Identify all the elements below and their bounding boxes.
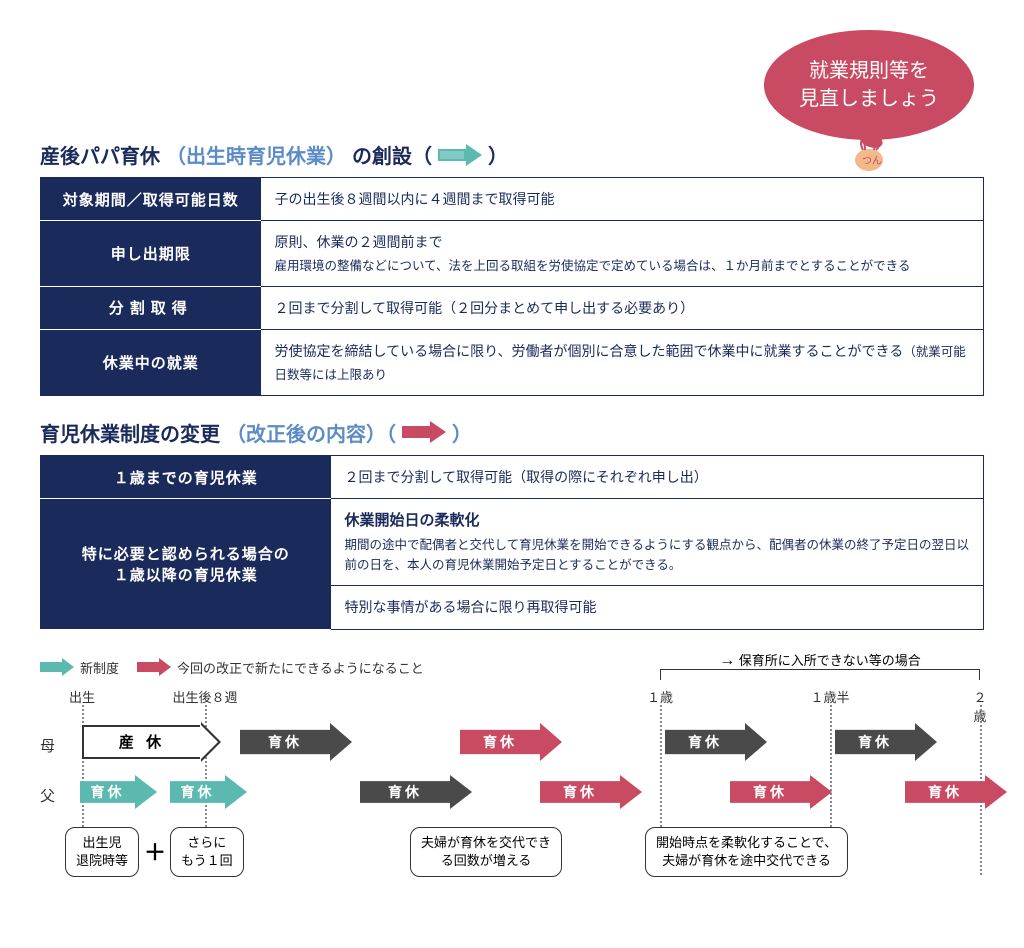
bubble-line1: 就業規則等を <box>809 60 929 82</box>
leave-arrow: 育休 <box>905 775 1007 809</box>
svg-text:育休: 育休 <box>268 734 302 750</box>
timeline-diagram: 新制度 今回の改正で新たにできるようになること 出生出生後８週１歳１歳半２歳→ … <box>40 658 984 918</box>
svg-text:育休: 育休 <box>563 784 597 800</box>
timeline-mark: 出生後８週 <box>172 687 237 706</box>
s1r2h: 分割取得 <box>41 286 261 329</box>
section2-title: 育児休業制度の変更 （改正後の内容）（ ） <box>40 418 984 447</box>
row-father: 父 <box>40 785 55 806</box>
s1r3d: 労使協定を締結している場合に限り、労働者が個別に合意した範囲で休業中に就業するこ… <box>261 330 984 396</box>
plus-icon: ＋ <box>144 835 166 867</box>
s2r1h: 特に必要と認められる場合の １歳以降の育児休業 <box>41 499 331 629</box>
leave-arrow: 育休 <box>360 775 472 809</box>
s2r0h: １歳までの育児休業 <box>41 455 331 498</box>
row-mother: 母 <box>40 735 55 756</box>
leave-arrow: 育休 <box>240 723 352 761</box>
s1r1d: 原則、休業の２週間前まで雇用環境の整備などについて、法を上回る取組を労使協定で定… <box>261 221 984 286</box>
leave-arrow: 育休 <box>730 775 832 809</box>
section1-table: 対象期間／取得可能日数 子の出生後８週間以内に４週間まで取得可能 申し出期限 原… <box>40 177 984 396</box>
svg-text:育休: 育休 <box>483 734 517 750</box>
svg-text:つん: つん <box>862 155 882 167</box>
leave-arrow: 育休 <box>80 775 157 809</box>
note-box-1a: 出生児退院時等 <box>65 827 139 877</box>
s1r0d: 子の出生後８週間以内に４週間まで取得可能 <box>261 178 984 221</box>
s1r1h: 申し出期限 <box>41 221 261 286</box>
svg-text:育休: 育休 <box>858 734 892 750</box>
s2r0d: ２回まで分割して取得可能（取得の際にそれぞれ申し出） <box>331 455 984 498</box>
leave-arrow: 育休 <box>540 775 642 809</box>
svg-text:育休: 育休 <box>388 784 422 800</box>
svg-text:育休: 育休 <box>928 784 962 800</box>
s1r3h: 休業中の就業 <box>41 330 261 396</box>
s1r2d: ２回まで分割して取得可能（２回分まとめて申し出する必要あり） <box>261 286 984 329</box>
svg-text:育休: 育休 <box>91 784 125 800</box>
note-box-2: 夫婦が育休を交代できる回数が増える <box>410 827 562 877</box>
arrow-teal-icon <box>438 144 482 166</box>
arrow-red-icon <box>402 421 446 443</box>
sankyu-box: 産 休 <box>82 725 202 759</box>
legend-teal-icon <box>40 658 74 676</box>
timeline-mark: １歳半 <box>810 687 849 706</box>
s2r1d2: 特別な事情がある場合に限り再取得可能 <box>331 586 984 629</box>
leave-arrow: 育休 <box>835 723 937 761</box>
legend-red-icon <box>137 658 171 676</box>
svg-text:育休: 育休 <box>753 784 787 800</box>
leave-arrow: 育休 <box>170 775 247 809</box>
note-box-1b: さらにもう１回 <box>170 827 244 877</box>
note-box-3: 開始時点を柔軟化することで、夫婦が育休を途中交代できる <box>645 827 848 877</box>
leave-arrow: 育休 <box>460 723 562 761</box>
bubble-line2: 見直しましょう <box>799 88 939 110</box>
timeline-mark: １歳 <box>647 687 673 706</box>
leave-arrow: 育休 <box>665 723 767 761</box>
bracket: → 保育所に入所できない等の場合 <box>660 669 980 683</box>
review-bubble: 就業規則等を見直しましょう つん <box>764 30 974 174</box>
s1r0h: 対象期間／取得可能日数 <box>41 178 261 221</box>
s2r1d: 休業開始日の柔軟化期間の途中で配偶者と交代して育児休業を開始できるようにする観点… <box>331 499 984 586</box>
section2-table: １歳までの育児休業 ２回まで分割して取得可能（取得の際にそれぞれ申し出） 特に必… <box>40 455 984 630</box>
svg-text:育休: 育休 <box>688 734 722 750</box>
hand-icon: つん <box>849 134 889 174</box>
svg-text:育休: 育休 <box>181 784 215 800</box>
timeline-mark: 出生 <box>69 687 95 706</box>
